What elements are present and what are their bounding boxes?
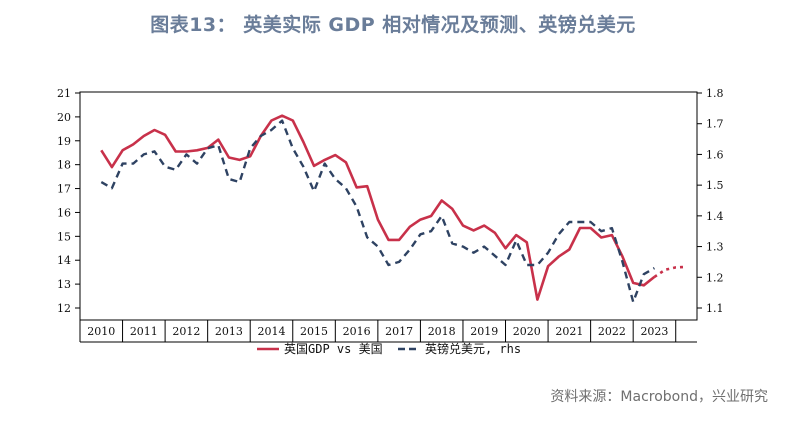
plot-frame	[79, 91, 698, 321]
x-tick-label: 2021	[555, 325, 583, 338]
legend: 英国GDP vs 美国 英镑兑美元, rhs	[257, 341, 521, 356]
x-tick-label: 2011	[130, 325, 158, 338]
y-right-tick-label: 1.2	[706, 271, 724, 284]
legend-label: 英镑兑美元, rhs	[425, 341, 521, 356]
source-note: 资料来源：Macrobond，兴业研究	[550, 389, 768, 405]
x-tick-label: 2022	[598, 325, 626, 338]
x-tick-label: 2010	[87, 325, 115, 338]
x-tick-label: 2018	[428, 325, 456, 338]
y-right-tick-label: 1.1	[706, 302, 724, 315]
x-tick-label: 2014	[257, 325, 285, 338]
x-tick-label: 2016	[343, 325, 371, 338]
y-left-tick-label: 15	[57, 230, 71, 243]
series-layer	[100, 114, 687, 304]
y-left-tick-label: 21	[57, 87, 71, 100]
y-right-tick-label: 1.4	[706, 210, 724, 223]
series-line	[100, 119, 655, 304]
x-tick-label: 2015	[300, 325, 328, 338]
x-tick-label: 2023	[640, 325, 668, 338]
y-right-tick-label: 1.3	[706, 241, 724, 254]
chart-title: 图表13： 英美实际 GDP 相对情况及预测、英镑兑美元	[150, 14, 636, 36]
y-left-tick-label: 12	[57, 302, 71, 315]
y-left-tick-label: 20	[57, 111, 71, 124]
axes: 121314151617181920211.11.21.31.41.51.61.…	[57, 87, 724, 343]
series-line	[100, 114, 656, 301]
y-right-tick-label: 1.8	[706, 87, 724, 100]
y-left-tick-label: 14	[57, 254, 71, 267]
y-right-tick-label: 1.6	[706, 148, 724, 161]
legend-label: 英国GDP vs 美国	[284, 342, 383, 356]
y-right-tick-label: 1.5	[706, 179, 724, 192]
y-left-tick-label: 16	[57, 206, 71, 219]
x-tick-label: 2013	[215, 325, 243, 338]
x-tick-label: 2017	[385, 325, 413, 338]
y-left-tick-label: 17	[57, 183, 71, 196]
y-left-tick-label: 13	[57, 278, 71, 291]
x-tick-label: 2012	[172, 325, 200, 338]
y-left-tick-label: 19	[57, 135, 71, 148]
y-right-tick-label: 1.7	[706, 118, 724, 131]
x-tick-label: 2020	[513, 325, 541, 338]
x-tick-label: 2019	[470, 325, 498, 338]
y-left-tick-label: 18	[57, 159, 71, 172]
series-line	[653, 265, 687, 278]
